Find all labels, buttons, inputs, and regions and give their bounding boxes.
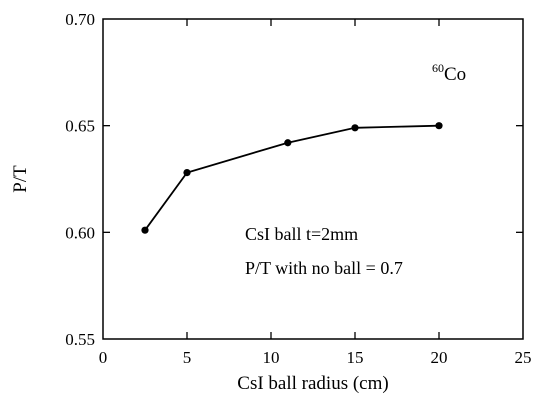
data-point [351, 124, 359, 132]
data-point [183, 169, 191, 177]
y-tick-label: 0.55 [65, 330, 95, 349]
series-line [144, 124, 440, 231]
x-tick-label: 0 [99, 348, 108, 367]
ticks [103, 19, 523, 339]
x-tick-label: 25 [515, 348, 532, 367]
isotope-mass: 60 [432, 61, 444, 75]
x-tick-label: 20 [431, 348, 448, 367]
series-layer [141, 122, 443, 234]
data-point [435, 122, 443, 130]
tick-labels: 0 5 10 15 20 25 0.55 0.60 0.65 0.70 [65, 10, 531, 367]
y-tick-label: 0.60 [65, 223, 95, 242]
x-tick-label: 5 [183, 348, 192, 367]
annotation-line-1: CsI ball t=2mm [245, 224, 358, 244]
x-tick-label: 15 [347, 348, 364, 367]
annotation-line-2: P/T with no ball = 0.7 [245, 258, 403, 278]
x-axis-label: CsI ball radius (cm) [237, 373, 388, 394]
data-point [141, 226, 149, 234]
plot-frame [102, 18, 524, 340]
y-tick-label: 0.65 [65, 117, 95, 136]
isotope-symbol: Co [444, 64, 466, 85]
y-tick-label: 0.70 [65, 10, 95, 29]
y-axis-label: P/T [10, 165, 31, 193]
isotope-annotation: 60Co [432, 61, 466, 85]
data-point [284, 139, 292, 147]
x-tick-label: 10 [263, 348, 280, 367]
